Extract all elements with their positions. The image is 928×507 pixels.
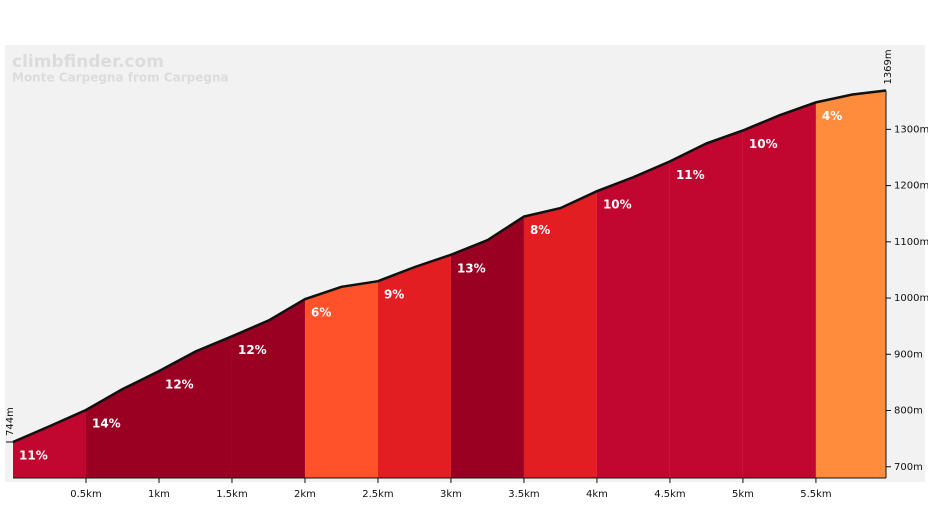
grade-segment — [304, 281, 378, 478]
x-tick-label: 1km — [148, 489, 170, 500]
grade-segment — [742, 102, 816, 478]
x-tick-label: 3.5km — [508, 489, 539, 500]
grade-label: 12% — [238, 343, 267, 357]
grade-segment — [815, 90, 886, 478]
watermark: climbfinder.com — [12, 52, 164, 72]
profile-line — [12, 89, 887, 444]
y-tick-label: 800m — [894, 406, 923, 417]
start-label: 744m — [5, 407, 16, 436]
grade-label: 10% — [749, 137, 778, 151]
y-tick-label: 1300m — [894, 124, 928, 135]
grade-segment — [231, 299, 305, 478]
chart-title: Monte Carpegna from Carpegna — [12, 71, 229, 85]
x-tick-label: 4km — [586, 489, 608, 500]
y-tick-label: 1100m — [894, 237, 928, 248]
grade-label: 11% — [19, 449, 48, 463]
grade-label: 11% — [676, 168, 705, 182]
grade-segment — [450, 216, 524, 478]
y-tick-label: 1000m — [894, 293, 928, 304]
grade-label: 4% — [822, 109, 842, 123]
y-tick-label: 900m — [894, 349, 923, 360]
grade-label: 6% — [311, 306, 331, 320]
grade-segment — [85, 371, 159, 478]
grade-segment — [669, 130, 743, 478]
grade-segment — [158, 336, 232, 478]
x-tick-label: 2km — [294, 489, 316, 500]
x-tick-label: 0.5km — [70, 489, 101, 500]
x-tick-label: 1.5km — [216, 489, 247, 500]
y-tick-label: 1200m — [894, 181, 928, 192]
x-tick-label: 5km — [732, 489, 754, 500]
grade-label: 10% — [603, 198, 632, 212]
x-tick-label: 5.5km — [800, 489, 831, 500]
end-label: 1369m — [883, 49, 894, 84]
grade-label: 9% — [384, 288, 404, 302]
grade-label: 14% — [92, 416, 121, 430]
x-tick-label: 3km — [440, 489, 462, 500]
grade-label: 8% — [530, 223, 550, 237]
grade-label: 13% — [457, 261, 486, 275]
grade-segment — [523, 191, 597, 478]
y-tick-label: 700m — [894, 462, 923, 473]
grade-label: 12% — [165, 378, 194, 392]
x-tick-label: 2.5km — [362, 489, 393, 500]
grade-segment — [596, 161, 670, 478]
grade-segment — [13, 409, 86, 478]
grade-segment — [377, 254, 451, 478]
x-tick-label: 4.5km — [654, 489, 685, 500]
